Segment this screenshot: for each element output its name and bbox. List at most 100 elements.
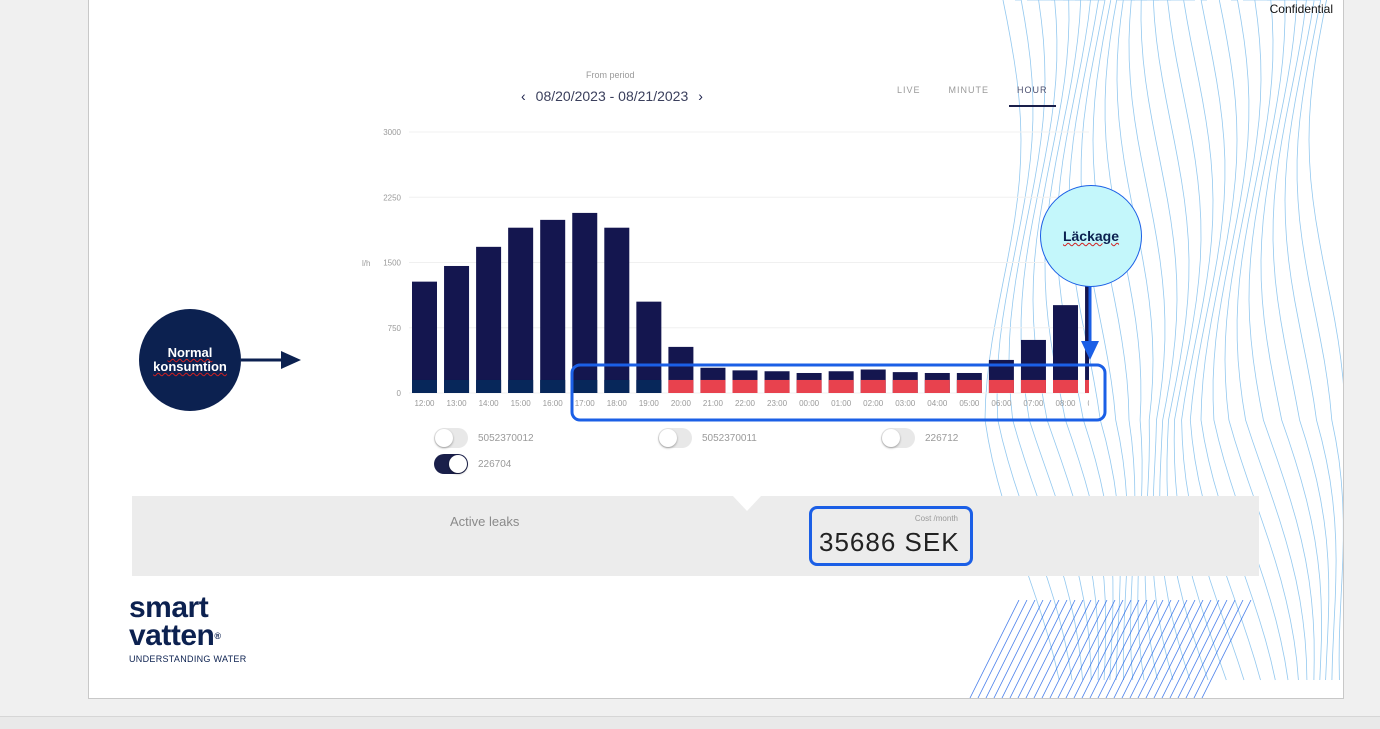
bar-total [476,246,502,393]
leak-label: Läckage [1062,228,1120,244]
y-tick-label: 1500 [383,259,401,268]
tab-minute[interactable]: MINUTE [948,85,990,95]
normal-consumption-bubble: Normal konsumtion [139,309,241,411]
bar-baseline [476,379,502,393]
bar-baseline [668,379,694,393]
cost-caption: Cost /month [914,514,958,523]
bar-baseline [1085,379,1089,393]
toggle-switch[interactable] [658,428,692,448]
meter-toggle-226712: 226712 [881,428,958,448]
meter-toggle-5052370012: 5052370012 [434,428,534,448]
period-selector: ‹ 08/20/2023 - 08/21/2023 › [521,88,703,104]
meter-label: 226712 [925,432,959,444]
x-tick-label: 14:00 [479,399,500,408]
x-tick-label: 03:00 [895,399,916,408]
x-tick-label: 08:00 [1055,399,1076,408]
bar-baseline [924,379,950,393]
x-tick-label: 09:00 [1088,399,1089,408]
cost-value: 35686 SEK [819,527,960,557]
cost-highlight: Cost /month 35686 SEK [809,506,973,566]
x-tick-label: 19:00 [639,399,660,408]
bar-baseline [860,379,886,393]
hatch-decoration-bottom [969,600,1252,698]
bar-baseline [764,379,790,393]
x-tick-label: 16:00 [543,399,564,408]
meter-toggle-5052370011: 5052370011 [658,428,757,448]
bar-baseline [636,379,662,393]
bar-baseline [892,379,918,393]
x-tick-label: 05:00 [959,399,980,408]
meter-label: 5052370012 [478,432,534,444]
y-axis-label: l/h [362,259,370,268]
x-tick-label: 21:00 [703,399,724,408]
meter-toggles: 5052370012 5052370011 226712 226704 [434,428,1134,478]
bar-total [1053,305,1078,393]
meter-toggle-226704: 226704 [434,454,511,474]
period-range: 08/20/2023 - 08/21/2023 [535,88,689,104]
bar-total [572,212,598,393]
x-tick-label: 00:00 [799,399,820,408]
active-leaks-label: Active leaks [450,514,520,529]
bar-baseline [796,379,822,393]
bar-baseline [1020,379,1046,393]
bar-baseline [732,379,758,393]
bar-total [444,265,470,393]
toggle-switch[interactable] [881,428,915,448]
confidential-label: Confidential [1269,2,1333,16]
bar-baseline [1053,379,1078,393]
x-tick-label: 23:00 [767,399,788,408]
x-tick-label: 02:00 [863,399,884,408]
bar-baseline [508,379,534,393]
x-tick-label: 13:00 [447,399,468,408]
meter-label: 226704 [478,458,512,470]
toggle-switch[interactable] [434,454,468,474]
bar-total [540,219,566,393]
logo-line1: smart [129,591,209,624]
bar-total [412,281,437,393]
resolution-tabs: LIVE MINUTE HOUR [897,85,1056,107]
slide: Confidential From period ‹ 08/20/2023 - … [88,0,1344,699]
window-bottom-strip [0,716,1380,729]
meter-label: 5052370011 [702,432,757,444]
chevron-right-icon[interactable]: › [698,88,703,104]
leak-bubble: Läckage [1040,185,1142,287]
toggle-switch[interactable] [434,428,468,448]
night-range-highlight [570,363,1107,422]
x-tick-label: 12:00 [414,399,435,408]
x-tick-label: 17:00 [575,399,596,408]
y-tick-label: 750 [388,324,402,333]
logo-registered: ® [214,631,221,641]
x-tick-label: 15:00 [511,399,532,408]
bar-baseline [412,379,437,393]
tab-hour[interactable]: HOUR [1009,85,1056,107]
panel-notch [732,495,762,511]
tab-live[interactable]: LIVE [897,85,921,95]
y-tick-label: 3000 [383,128,401,137]
bar-baseline [956,379,982,393]
bar-baseline [828,379,854,393]
bar-total [508,227,534,393]
smartvatten-logo: smart vatten® UNDERSTANDING WATER [129,591,247,665]
bar-baseline [988,379,1014,393]
x-tick-label: 01:00 [831,399,852,408]
bar-baseline [572,379,598,393]
period-caption: From period [586,70,635,80]
bar-total [1085,272,1089,393]
leak-arrow-head [1081,341,1099,360]
normal-label-line1: Normal [167,345,213,360]
x-tick-label: 06:00 [991,399,1012,408]
bar-total [636,301,662,393]
chevron-left-icon[interactable]: ‹ [521,88,526,104]
x-tick-label: 18:00 [607,399,628,408]
normal-label-line2: konsumtion [153,359,227,374]
leaks-panel: Active leaks Cost /month 35686 SEK [132,495,1259,576]
x-tick-label: 04:00 [927,399,948,408]
x-tick-label: 20:00 [671,399,692,408]
logo-line2: vatten [129,619,215,652]
normal-arrow-head [281,351,301,369]
x-tick-label: 22:00 [735,399,756,408]
bar-baseline [700,379,726,393]
y-tick-label: 0 [397,389,402,398]
logo-tagline: UNDERSTANDING WATER [129,654,247,664]
bar-baseline [444,379,470,393]
